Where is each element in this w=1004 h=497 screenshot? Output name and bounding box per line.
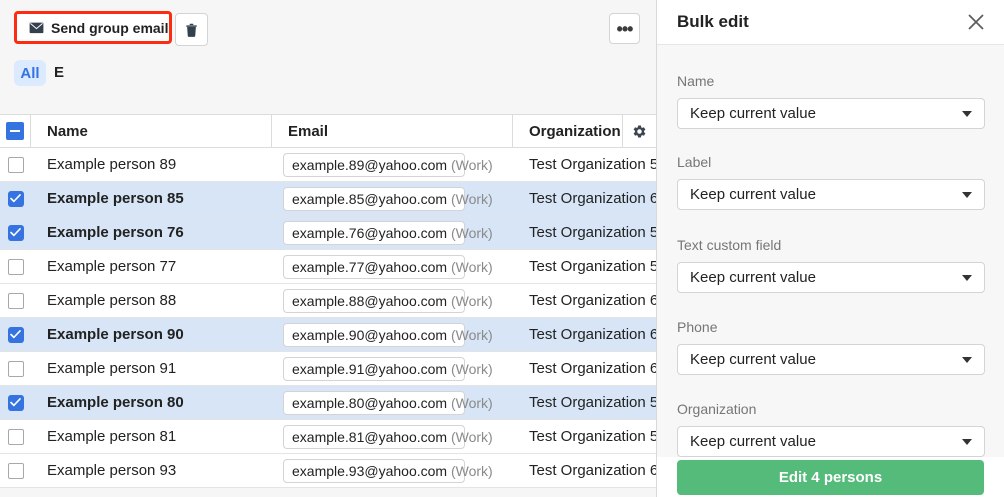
Example person 91: Example person 91 example.91@yahoo.com (W… (0, 352, 656, 386)
Example person 88: Example person 88 example.88@yahoo.com (W… (0, 284, 656, 318)
Example person 89: Example person 89 example.89@yahoo.com (W… (0, 148, 656, 182)
Example person 80: Example person 80 example.80@yahoo.com (W… (0, 386, 656, 420)
Example person 77: Example person 77 example.77@yahoo.com (W… (0, 250, 656, 284)
Example person 85: Example person 85 example.85@yahoo.com (W… (0, 182, 656, 216)
Example person 90: Example person 90 example.90@yahoo.com (W… (0, 318, 656, 352)
Example person 81: Example person 81 example.81@yahoo.com (W… (0, 420, 656, 454)
Example person 76: Example person 76 example.76@yahoo.com (W… (0, 216, 656, 250)
Example person 93: Example person 93 example.93@yahoo.com (W… (0, 454, 656, 488)
